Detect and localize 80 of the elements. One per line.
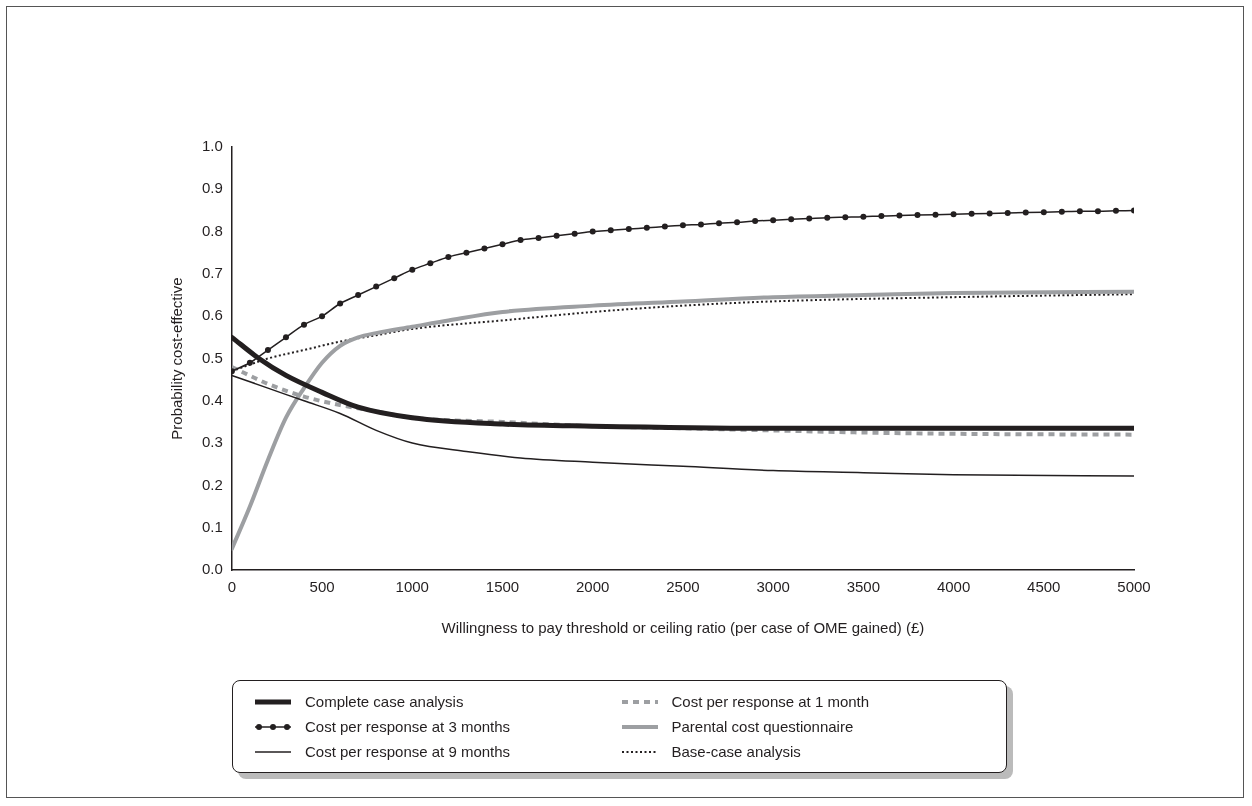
y-axis-title: Probability cost-effective	[168, 277, 186, 440]
point	[697, 221, 704, 228]
point	[246, 359, 253, 366]
point	[950, 211, 957, 218]
point	[301, 321, 308, 328]
point	[770, 217, 777, 224]
point	[1094, 208, 1101, 215]
x-tick-label: 1500	[485, 578, 520, 596]
point	[932, 211, 939, 218]
x-tick-label: 500	[309, 578, 335, 596]
point	[734, 219, 741, 226]
x-tick-label: 2000	[576, 578, 610, 596]
point	[282, 334, 289, 341]
point	[860, 213, 867, 220]
point	[661, 223, 668, 230]
point	[806, 215, 813, 222]
point	[878, 212, 885, 219]
point	[968, 210, 975, 217]
line-series	[231, 289, 1134, 551]
x-tick-label: 2500	[666, 578, 700, 596]
legend-label: Parental cost questionnaire	[671, 718, 854, 735]
point	[679, 222, 686, 229]
point	[391, 275, 398, 282]
x-tick-label: 5000	[1117, 578, 1151, 596]
point	[607, 227, 614, 234]
y-tick-label: 0.4	[201, 390, 223, 408]
legend-label: Cost per response at 9 months	[305, 743, 511, 760]
point	[445, 253, 452, 260]
point	[337, 300, 344, 307]
point	[409, 266, 416, 273]
point	[355, 292, 362, 299]
y-tick-label: 1.0	[201, 137, 223, 155]
point	[553, 232, 560, 239]
point	[571, 230, 578, 237]
point	[481, 245, 488, 252]
legend-label: Cost per response at 1 month	[671, 693, 870, 710]
point	[788, 216, 795, 223]
point	[1022, 209, 1029, 216]
point	[752, 218, 759, 225]
point	[1112, 207, 1119, 214]
point	[463, 249, 470, 256]
x-tick-label: 3500	[846, 578, 881, 596]
legend-label: Cost per response at 3 months	[305, 718, 511, 735]
x-axis-title: Willingness to pay threshold or ceiling ratio (per case of OME gained) (£)	[441, 619, 925, 637]
point	[499, 241, 506, 248]
point	[535, 234, 542, 241]
point	[1076, 208, 1083, 215]
point	[716, 220, 723, 227]
y-tick-label: 0.6	[201, 306, 223, 324]
x-tick-label: 0	[227, 578, 237, 596]
point	[1004, 209, 1011, 216]
point	[896, 212, 903, 219]
legend-label: Base-case analysis	[671, 743, 801, 760]
point	[986, 210, 993, 217]
point	[824, 214, 831, 221]
point	[517, 237, 524, 244]
y-tick-label: 0.1	[201, 517, 223, 535]
y-tick-label: 0.8	[201, 221, 223, 239]
point	[1058, 208, 1065, 215]
point	[319, 313, 326, 320]
y-tick-label: 0.9	[201, 179, 223, 197]
x-tick-label: 3000	[756, 578, 790, 596]
point	[1040, 209, 1047, 216]
point	[427, 260, 434, 267]
point	[589, 228, 596, 235]
x-tick-label: 4000	[936, 578, 971, 596]
x-tick-label: 1000	[395, 578, 429, 596]
legend-label: Complete case analysis	[305, 693, 464, 710]
point	[373, 283, 380, 290]
y-tick-label: 0.7	[201, 264, 223, 282]
point	[625, 226, 632, 233]
y-tick-label: 0.0	[201, 560, 223, 578]
point	[643, 224, 650, 231]
point	[914, 212, 921, 219]
y-tick-label: 0.3	[201, 433, 223, 451]
point	[264, 347, 271, 354]
y-tick-label: 0.2	[201, 475, 223, 493]
point	[842, 214, 849, 221]
x-tick-label: 4500	[1027, 578, 1061, 596]
y-tick-label: 0.5	[201, 348, 223, 366]
